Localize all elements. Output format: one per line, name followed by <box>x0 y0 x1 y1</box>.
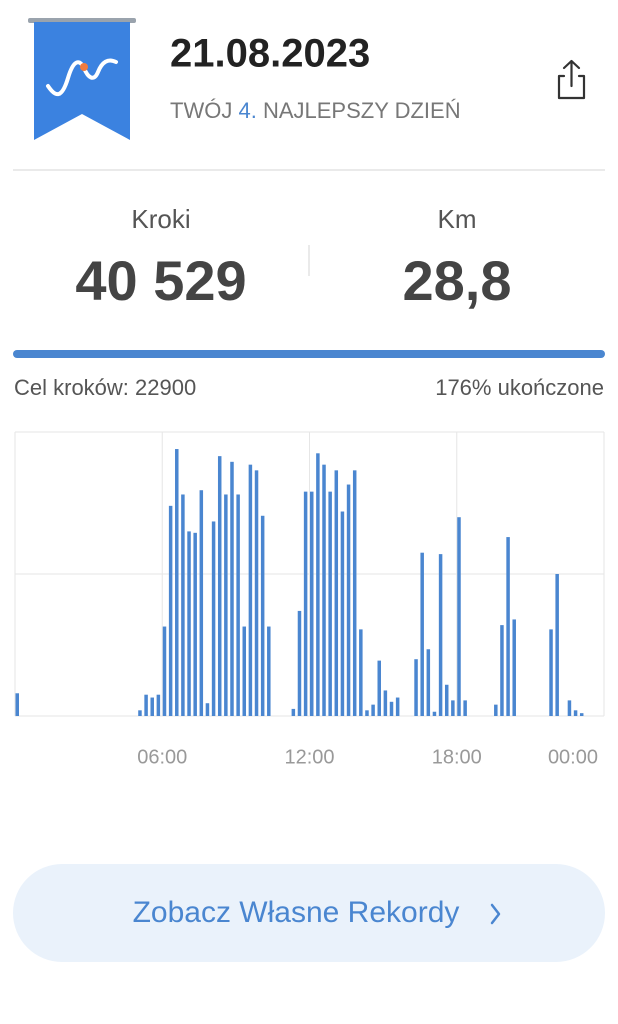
bar <box>187 531 191 716</box>
rank-line: TWÓJ 4. NAJLEPSZY DZIEŃ <box>170 98 461 123</box>
bar <box>138 710 142 716</box>
bar <box>199 490 204 716</box>
bar <box>451 700 455 716</box>
bar <box>217 456 222 716</box>
bar <box>162 626 167 716</box>
bar <box>242 626 247 716</box>
badge-icon <box>28 18 136 140</box>
bar <box>291 708 296 716</box>
bar <box>236 494 240 716</box>
rank: 4. <box>238 98 256 123</box>
bar <box>555 574 559 716</box>
goal-target: Cel kroków: 22900 <box>14 375 196 400</box>
steps-chart: 06:00 12:00 18:00 00:00 <box>14 431 605 768</box>
bar <box>457 517 461 716</box>
date: 21.08.2023 <box>170 32 370 76</box>
bar <box>303 491 308 716</box>
bar <box>340 511 345 716</box>
bar <box>438 554 443 716</box>
x-tick-label: 00:00 <box>548 746 598 768</box>
bar <box>181 494 185 716</box>
bar <box>579 713 584 716</box>
bar <box>567 700 572 716</box>
goal-completion: 176% ukończone <box>435 375 604 400</box>
bar <box>365 710 369 716</box>
x-tick-label: 06:00 <box>137 746 187 768</box>
x-tick-label: 12:00 <box>284 746 334 768</box>
bar <box>420 552 424 716</box>
bar <box>383 690 388 716</box>
bar <box>512 619 516 716</box>
bar <box>500 625 504 716</box>
bar <box>463 700 467 716</box>
bar <box>352 470 357 716</box>
bar <box>316 453 320 716</box>
button-background[interactable] <box>13 864 605 962</box>
rank-prefix: TWÓJ <box>170 98 232 123</box>
bar <box>573 710 578 716</box>
bar <box>334 470 339 716</box>
bar <box>310 491 314 716</box>
bar <box>322 464 326 716</box>
bar <box>156 694 161 716</box>
bar <box>359 629 363 716</box>
bar <box>346 484 351 716</box>
bar <box>175 449 179 716</box>
steps-value: 40 529 <box>75 249 246 312</box>
bar <box>254 470 259 716</box>
progress-bar <box>13 350 605 358</box>
bar <box>444 684 449 716</box>
bar <box>414 659 418 716</box>
button-label[interactable]: Zobacz Własne Rekordy <box>133 896 460 929</box>
bar <box>15 693 19 716</box>
rank-suffix: NAJLEPSZY DZIEŃ <box>263 98 461 123</box>
bar <box>144 694 148 716</box>
bar <box>267 626 271 716</box>
bar <box>549 629 553 716</box>
share-button[interactable] <box>557 59 586 100</box>
distance-value: 28,8 <box>403 249 512 312</box>
bar <box>260 515 265 716</box>
bar <box>211 521 216 716</box>
bar <box>297 610 302 716</box>
bar <box>395 697 400 716</box>
distance-label: Km <box>438 204 477 234</box>
bar <box>506 537 510 716</box>
bar <box>432 711 437 716</box>
bar <box>494 704 498 716</box>
bar <box>248 464 253 716</box>
bar <box>371 704 375 716</box>
bar <box>389 701 394 716</box>
chevron[interactable] <box>490 903 501 925</box>
steps-label: Kroki <box>131 204 190 234</box>
bar <box>205 703 210 716</box>
bar <box>193 532 197 716</box>
records-button[interactable]: Zobacz Własne Rekordy <box>13 864 605 962</box>
bar <box>230 461 234 716</box>
bar <box>328 491 332 716</box>
bar <box>224 494 228 716</box>
x-tick-label: 18:00 <box>432 746 482 768</box>
bar <box>150 697 154 716</box>
bar <box>377 660 381 716</box>
bar <box>426 649 431 716</box>
bar <box>168 505 173 716</box>
